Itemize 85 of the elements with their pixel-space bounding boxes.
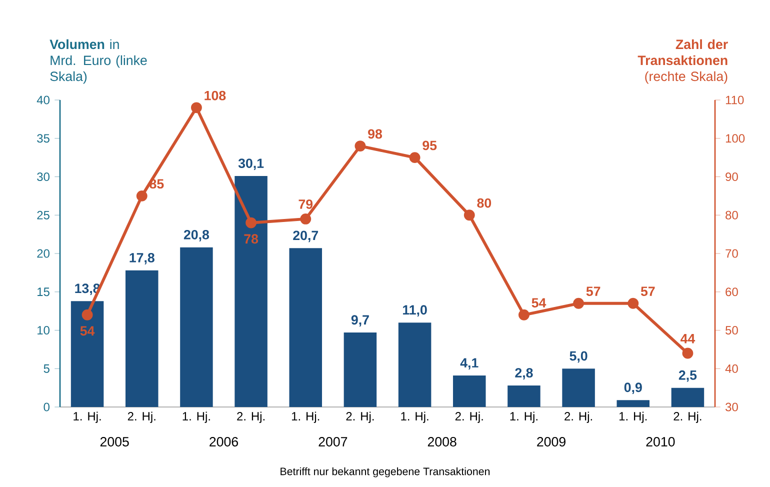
- y-tick-label: 20: [37, 249, 50, 258]
- y2-tick-label: 50: [726, 326, 738, 335]
- text: 2006: [210, 437, 238, 446]
- x-tick-label: 1. Hj.: [510, 412, 538, 423]
- y-tick-label: 5: [44, 364, 50, 373]
- data-label: 2,8: [515, 368, 533, 380]
- x-tick-label: 1. Hj.: [182, 412, 210, 423]
- x-tick-label: 2. Hj.: [237, 412, 264, 423]
- data-label: 80: [477, 198, 492, 208]
- bar: [180, 247, 213, 407]
- data-label: 30,1: [238, 158, 264, 170]
- y2-tick-label: 100: [726, 134, 745, 143]
- y2-tick-label: 60: [726, 288, 738, 296]
- point: [191, 102, 202, 114]
- y-axis-title: Volumen in Mrd. Euro (linke Skala): [50, 39, 147, 84]
- bar: [289, 248, 322, 407]
- point: [628, 298, 639, 309]
- y2-tick-label: 30: [726, 402, 738, 412]
- data-label: 9,7: [351, 315, 369, 327]
- x-tick-label: 1. Hj.: [401, 412, 428, 423]
- point: [409, 152, 420, 164]
- bar: [671, 388, 704, 407]
- point: [518, 309, 530, 320]
- y2-axis-title: Zahl der Transaktionen (rechte Skala): [638, 39, 728, 84]
- y-tick-label: 40: [36, 96, 50, 104]
- bar: [453, 376, 486, 407]
- bar: [70, 301, 104, 407]
- y-tick-label: 0: [44, 402, 50, 412]
- x-tick-label: 2. Hj.: [128, 412, 156, 423]
- x-tick-label: 1. Hj.: [74, 412, 101, 423]
- data-label: 98: [368, 129, 382, 139]
- y2-tick-label: 40: [725, 364, 738, 373]
- data-label: 11,0: [403, 305, 427, 317]
- point: [354, 140, 366, 152]
- data-label: 79: [298, 199, 313, 209]
- bar: [344, 332, 377, 407]
- point: [82, 309, 93, 320]
- y2-tick-label: 90: [726, 172, 738, 182]
- text: 2010: [646, 437, 675, 446]
- data-label: 57: [586, 286, 600, 296]
- y-tick-label: 10: [38, 326, 50, 335]
- data-label: 44: [680, 334, 696, 344]
- text: 2009: [537, 437, 566, 446]
- y-tick-label: 35: [37, 134, 50, 143]
- text: 2008: [428, 437, 456, 446]
- point: [300, 213, 312, 224]
- bar: [508, 386, 540, 407]
- data-label: 0,9: [624, 382, 642, 394]
- data-label: 4,1: [460, 358, 478, 370]
- y-tick-label: 30: [37, 172, 50, 182]
- y2-tick-label: 70: [726, 249, 738, 258]
- x-tick-label: 2. Hj.: [564, 412, 592, 423]
- y2-tick-label: 80: [726, 210, 738, 220]
- bar: [616, 400, 650, 407]
- data-label: 95: [422, 140, 437, 150]
- x-tick-label: 2. Hj.: [455, 412, 483, 423]
- bar: [234, 176, 268, 407]
- x-tick-label: 2. Hj.: [674, 412, 702, 423]
- bar: [398, 322, 432, 407]
- bar: [126, 270, 158, 407]
- y-tick-label: 25: [37, 210, 50, 220]
- data-label: 20,8: [184, 230, 210, 242]
- point: [573, 298, 584, 309]
- x-tick-label: 1. Hj.: [619, 412, 647, 423]
- bar: [562, 368, 595, 407]
- text: 2007: [318, 437, 348, 446]
- y-tick-label: 15: [38, 288, 50, 296]
- data-label: 17,8: [130, 252, 154, 264]
- data-label: 54: [532, 298, 546, 308]
- data-label: 5,0: [570, 351, 588, 363]
- data-label: 108: [204, 90, 226, 100]
- data-label: 57: [640, 286, 655, 296]
- point: [682, 348, 694, 359]
- x-tick-label: 2. Hj.: [346, 412, 374, 423]
- data-label: 20,7: [293, 230, 318, 242]
- point: [246, 217, 257, 228]
- data-label: 54: [80, 326, 95, 336]
- data-label: 2,5: [678, 370, 697, 382]
- point: [136, 190, 148, 202]
- x-tick-label: 1. Hj.: [292, 412, 320, 423]
- text: Betrifft nur bekannt gegebene Transaktionen: [280, 467, 490, 478]
- y2-tick-label: 110: [726, 96, 744, 104]
- text: 2005: [100, 437, 129, 446]
- point: [464, 210, 475, 221]
- data-label: 78: [244, 234, 258, 244]
